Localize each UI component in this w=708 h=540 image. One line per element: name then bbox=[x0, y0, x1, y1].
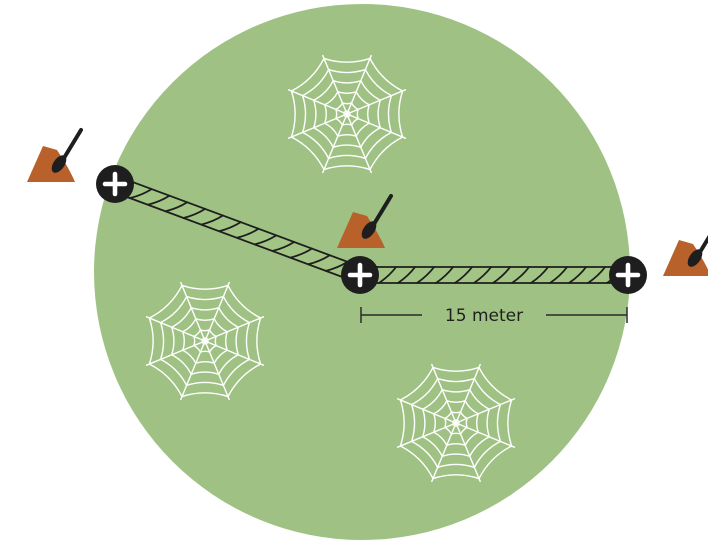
plus-anchor-icon bbox=[609, 256, 647, 294]
distance-label: 15 meter bbox=[445, 306, 523, 326]
dirt-mound-with-tool-icon bbox=[337, 194, 393, 248]
spider-web-icon bbox=[287, 54, 407, 174]
spider-web-icon bbox=[396, 363, 516, 483]
plus-anchor-icon bbox=[96, 165, 134, 203]
dirt-mound-with-tool-icon bbox=[663, 234, 708, 276]
dirt-mound-with-tool-icon bbox=[27, 128, 83, 182]
plus-anchor-icon bbox=[341, 256, 379, 294]
rope-segment-right bbox=[359, 266, 629, 284]
distance-dimension: 15 meter bbox=[360, 306, 628, 326]
spider-web-icon bbox=[145, 281, 265, 401]
